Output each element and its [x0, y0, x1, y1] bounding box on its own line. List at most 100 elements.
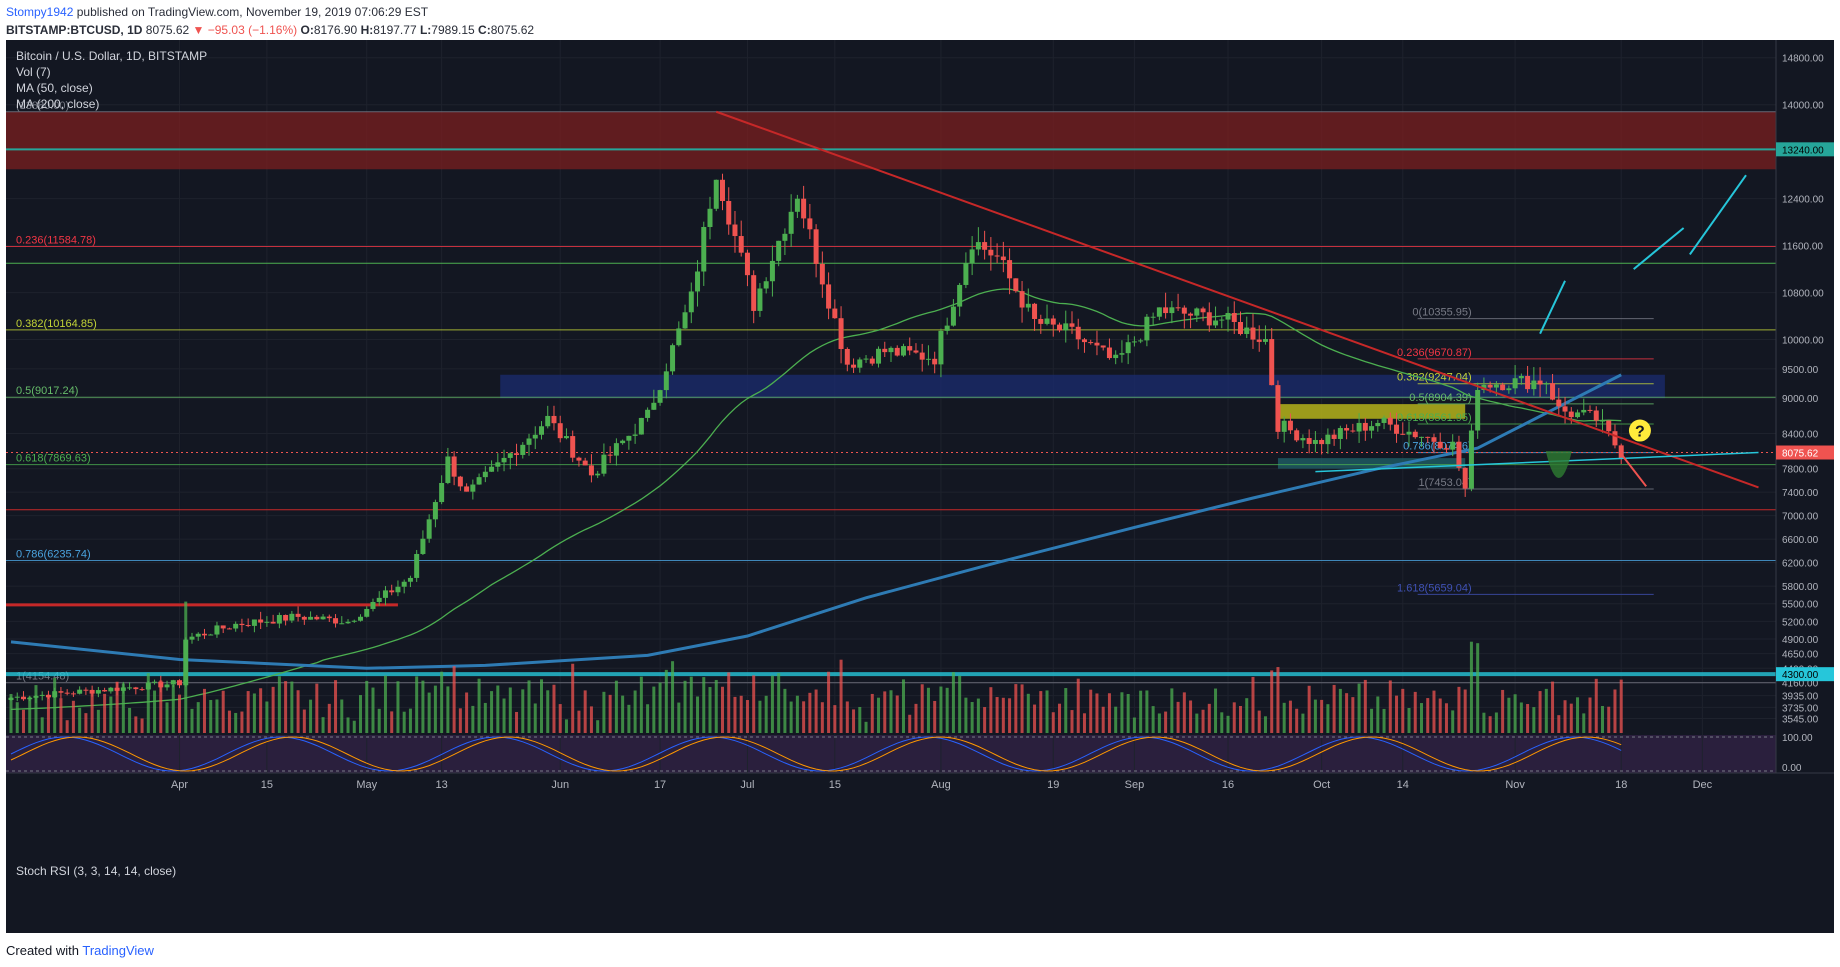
candle-body — [220, 625, 226, 629]
volume-bar — [421, 680, 425, 733]
legend-stoch[interactable]: Stoch RSI (3, 3, 14, 14, close) — [16, 864, 177, 878]
volume-bar — [1026, 693, 1030, 733]
candle-body — [189, 636, 195, 640]
x-tick-label: 16 — [1222, 779, 1234, 791]
tradingview-logo-link[interactable]: TradingView — [82, 943, 154, 958]
volume-bar — [1345, 693, 1349, 733]
candle-body — [744, 252, 750, 276]
volume-bar — [1438, 698, 1442, 733]
volume-bar — [315, 683, 319, 733]
volume-bar — [415, 676, 419, 733]
volume-bar — [1051, 712, 1055, 733]
volume-bar — [159, 680, 163, 733]
volume-bar — [814, 689, 818, 733]
teal-zone — [1277, 458, 1466, 469]
candle-body — [969, 249, 975, 264]
legend-vol[interactable]: Vol (7) — [16, 65, 51, 79]
volume-bar — [28, 696, 32, 733]
volume-bar — [1488, 716, 1492, 733]
volume-bar — [121, 683, 125, 733]
candle-body — [832, 308, 838, 319]
candle-body — [638, 417, 644, 435]
volume-bar — [521, 689, 525, 733]
candle-body — [570, 436, 576, 458]
legend-ma200[interactable]: MA (200, close) — [16, 97, 100, 111]
chart-area[interactable]: (13880.00) 0.236(11584.78) 0.382(10164.85)… — [6, 40, 1834, 933]
x-tick-label: 14 — [1397, 779, 1409, 791]
author-link[interactable]: Stompy1942 — [6, 5, 74, 19]
candle-body — [538, 426, 544, 435]
fib-label: 0.236(9670.87) — [1397, 347, 1472, 359]
x-tick-label: May — [356, 779, 377, 791]
volume-bar — [677, 702, 681, 733]
volume-bar — [802, 701, 806, 733]
legend-ma50[interactable]: MA (50, close) — [16, 81, 93, 95]
stoch-band — [6, 735, 1776, 773]
candle-body — [264, 621, 270, 623]
candle-body — [376, 597, 382, 602]
volume-bar — [1126, 694, 1130, 733]
candle-body — [14, 696, 20, 698]
candle-body — [1119, 353, 1125, 355]
candle-body — [595, 473, 601, 476]
volume-bar — [939, 686, 943, 733]
candle-body — [152, 681, 158, 683]
candle-body — [701, 226, 707, 272]
candle-body — [1525, 375, 1531, 390]
volume-bar — [533, 703, 537, 733]
candle-body — [1437, 441, 1443, 449]
volume-bar — [920, 684, 924, 733]
candle-body — [1069, 323, 1075, 327]
candle-body — [195, 633, 201, 637]
candle-body — [470, 484, 476, 492]
candle-body — [1543, 383, 1549, 385]
volume-bar — [1363, 679, 1367, 733]
candle-body — [420, 538, 426, 554]
candle-body — [133, 687, 139, 690]
chart-background — [6, 40, 1834, 933]
x-tick-label: Dec — [1693, 779, 1713, 791]
volume-bar — [727, 672, 731, 733]
candle-body — [1587, 409, 1593, 411]
candle-body — [719, 179, 725, 202]
volume-bar — [65, 720, 69, 733]
candle-body — [1369, 426, 1375, 431]
candle-body — [1387, 417, 1393, 425]
fib-label: 0.786(6235.74) — [16, 549, 91, 561]
candle-body — [1300, 438, 1306, 441]
candle-body — [201, 633, 207, 636]
candle-body — [439, 482, 445, 503]
volume-bar — [633, 690, 637, 733]
x-tick-label: Nov — [1505, 779, 1525, 791]
fib-label: 0.236(11584.78) — [16, 234, 96, 246]
candle-body — [944, 325, 950, 331]
candle-body — [1493, 384, 1499, 388]
volume-bar — [1351, 697, 1355, 733]
candle-body — [757, 288, 763, 311]
candle-body — [414, 553, 420, 578]
candle-body — [457, 476, 463, 487]
candle-body — [364, 608, 370, 617]
volume-bar — [1001, 697, 1005, 733]
candle-body — [732, 224, 738, 237]
candle-body — [982, 242, 988, 250]
candle-body — [1200, 308, 1206, 313]
stoch-legend: Stoch RSI (3, 3, 14, 14, close) — [16, 863, 176, 879]
price-badge-label: 8075.62 — [1782, 449, 1819, 460]
candle-body — [869, 358, 875, 364]
volume-bar — [1214, 688, 1218, 733]
volume-bar — [564, 719, 568, 733]
candle-body — [957, 284, 963, 307]
question-icon — [1628, 419, 1651, 442]
candle-body — [1032, 303, 1038, 319]
candle-body — [1537, 380, 1543, 385]
volume-bar — [1501, 689, 1505, 733]
price-chart[interactable]: (13880.00) 0.236(11584.78) 0.382(10164.85)… — [6, 40, 1834, 933]
price-tick-label: 10800.00 — [1782, 289, 1824, 300]
x-tick-label: 17 — [654, 779, 666, 791]
stoch-tick-label: 100.00 — [1782, 733, 1813, 744]
candle-body — [963, 263, 969, 285]
candle-body — [1331, 434, 1337, 439]
volume-bar — [265, 701, 269, 733]
volume-bar — [1020, 684, 1024, 733]
